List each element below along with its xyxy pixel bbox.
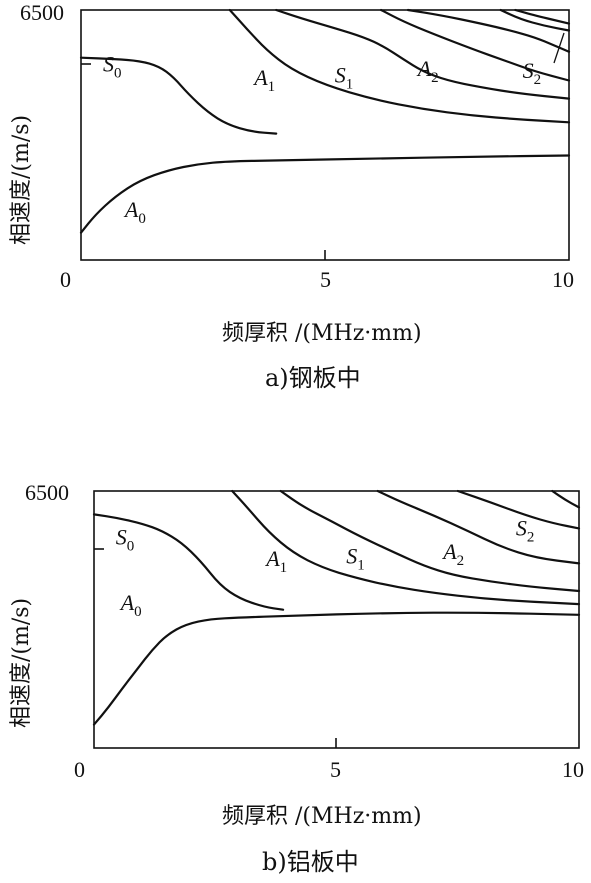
x-axis-label: 频厚积 /(MHz·mm) — [222, 804, 422, 829]
plot-frame — [80, 9, 570, 261]
curve-label-a0: A0 — [119, 590, 142, 620]
curves-aluminium — [92, 489, 581, 726]
curve-higher-mode-6 — [499, 8, 571, 32]
x-tick-label: 10 — [562, 757, 584, 782]
chart-title: a)钢板中 — [265, 364, 361, 392]
curve-a2 — [376, 489, 581, 565]
curve-label-s0: S0 — [116, 525, 135, 555]
x-tick-label: 0 — [74, 757, 85, 782]
y-axis-label: 相速度/(m/s) — [9, 598, 34, 728]
curve-a1 — [231, 489, 581, 606]
curve-label-s1: S1 — [346, 543, 365, 573]
x-tick-label: 0 — [60, 267, 71, 292]
x-tick-label: 5 — [320, 267, 331, 292]
curve-a2 — [380, 8, 571, 82]
curve-a0 — [79, 154, 571, 234]
curve-label-s0: S0 — [103, 51, 122, 81]
curve-s2 — [456, 489, 581, 530]
curve-s0 — [79, 56, 278, 135]
curve-label-s2: S2 — [516, 515, 535, 545]
curve-label-s2: S2 — [523, 58, 542, 88]
plot-frame — [93, 490, 580, 749]
chart-title: b)铝板中 — [262, 848, 359, 876]
curve-s0 — [92, 513, 285, 611]
curve-s1 — [275, 8, 571, 100]
x-tick-label: 10 — [552, 267, 574, 292]
curve-s1 — [279, 489, 581, 593]
curve-label-a1: A1 — [264, 546, 287, 576]
curve-higher-mode-7 — [514, 8, 571, 25]
curve-s2 — [406, 8, 571, 53]
chart-panel-aluminium: 6500 0 5 10 相速度/(m/s) 频厚积 /(MHz·mm) b)铝板… — [9, 480, 584, 876]
y-axis-label: 相速度/(m/s) — [9, 115, 34, 245]
x-tick-label: 5 — [330, 757, 341, 782]
x-axis-label: 频厚积 /(MHz·mm) — [222, 321, 422, 346]
curves-steel — [79, 8, 571, 234]
chart-panel-steel: 6500 0 5 10 相速度/(m/s) 频厚积 /(MHz·mm) a)钢板… — [9, 0, 574, 392]
y-tick-label: 6500 — [20, 0, 64, 25]
curve-a1 — [228, 8, 571, 124]
curve-label-a1: A1 — [252, 65, 275, 95]
y-tick-label: 6500 — [25, 480, 69, 505]
curve-higher-mode-6 — [551, 489, 581, 509]
curve-label-a2: A2 — [416, 56, 439, 86]
curve-label-a0: A0 — [123, 197, 146, 227]
curve-label-a2: A2 — [441, 539, 464, 569]
curve-a0 — [92, 611, 581, 726]
